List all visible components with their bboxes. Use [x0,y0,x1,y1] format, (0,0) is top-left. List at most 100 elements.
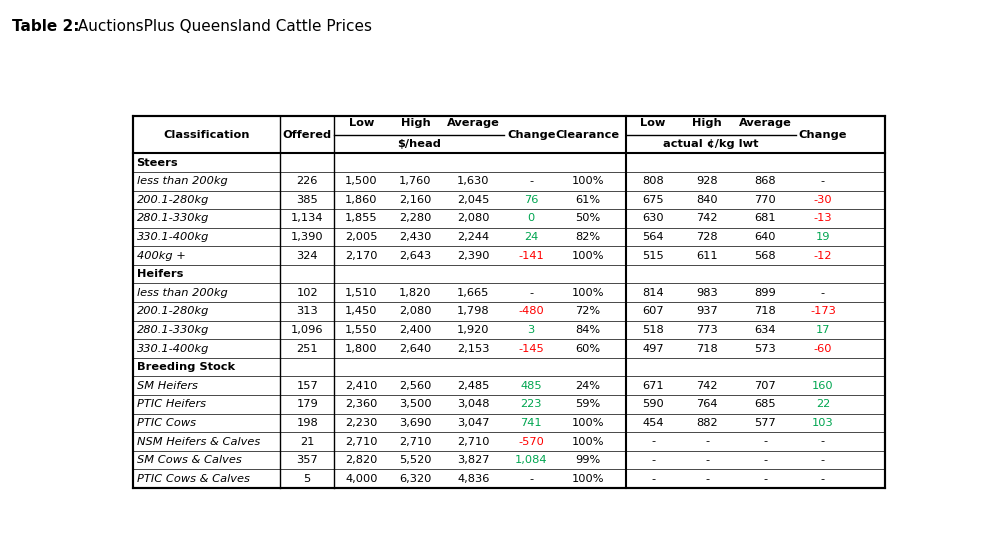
Text: 102: 102 [296,288,318,298]
Text: 160: 160 [812,381,834,391]
Text: 518: 518 [642,325,664,335]
Text: 324: 324 [296,251,318,261]
Text: 1,630: 1,630 [457,176,490,186]
Text: 2,360: 2,360 [345,399,378,409]
Text: -: - [705,437,710,447]
Text: 198: 198 [296,418,318,428]
Text: 630: 630 [642,213,664,223]
Text: 611: 611 [697,251,718,261]
Text: 223: 223 [521,399,542,409]
Text: -: - [821,437,825,447]
Text: 1,550: 1,550 [345,325,378,335]
Text: -: - [821,176,825,186]
Text: 100%: 100% [572,176,604,186]
Text: 568: 568 [754,251,776,261]
Text: 2,005: 2,005 [345,232,378,242]
Text: 100%: 100% [572,418,604,428]
Text: 200.1-280kg: 200.1-280kg [136,306,209,316]
Text: 1,860: 1,860 [345,195,378,205]
Text: 59%: 59% [575,399,600,409]
Text: 497: 497 [642,344,664,354]
Text: -: - [529,288,534,298]
Text: 707: 707 [754,381,776,391]
Text: 2,080: 2,080 [400,306,431,316]
Text: -: - [705,455,710,465]
Text: -: - [651,455,655,465]
Text: 6,320: 6,320 [400,473,431,483]
Text: 928: 928 [697,176,718,186]
Text: 2,160: 2,160 [400,195,431,205]
Text: -141: -141 [518,251,544,261]
Text: 100%: 100% [572,437,604,447]
Text: 1,798: 1,798 [457,306,490,316]
Text: NSM Heifers & Calves: NSM Heifers & Calves [136,437,259,447]
Text: SM Cows & Calves: SM Cows & Calves [136,455,242,465]
Text: Low: Low [349,118,374,128]
Text: 2,410: 2,410 [345,381,378,391]
Text: PTIC Cows: PTIC Cows [136,418,196,428]
Text: 2,710: 2,710 [345,437,378,447]
Text: 100%: 100% [572,251,604,261]
Text: 1,855: 1,855 [345,213,378,223]
Text: 103: 103 [812,418,834,428]
Text: 3,500: 3,500 [400,399,431,409]
Text: 2,640: 2,640 [400,344,431,354]
Text: Change: Change [799,130,847,140]
Text: 4,000: 4,000 [345,473,378,483]
Text: Average: Average [447,118,500,128]
Text: 50%: 50% [575,213,600,223]
Text: 60%: 60% [576,344,600,354]
Text: -12: -12 [814,251,832,261]
Text: Low: Low [640,118,666,128]
Text: 773: 773 [696,325,718,335]
Text: 741: 741 [521,418,542,428]
Text: 607: 607 [642,306,664,316]
Text: 573: 573 [754,344,776,354]
Text: 1,665: 1,665 [457,288,489,298]
Text: 770: 770 [754,195,776,205]
Text: 1,134: 1,134 [291,213,323,223]
Text: less than 200kg: less than 200kg [136,176,228,186]
Text: 280.1-330kg: 280.1-330kg [136,325,209,335]
Text: 2,710: 2,710 [400,437,431,447]
Text: 808: 808 [642,176,664,186]
Text: 76: 76 [524,195,539,205]
Text: 22: 22 [816,399,830,409]
Text: actual ¢/kg lwt: actual ¢/kg lwt [663,139,758,149]
Text: -: - [821,455,825,465]
Text: 2,643: 2,643 [400,251,431,261]
Text: PTIC Cows & Calves: PTIC Cows & Calves [136,473,249,483]
Text: Offered: Offered [282,130,332,140]
Text: 515: 515 [642,251,664,261]
Text: 640: 640 [754,232,775,242]
Text: 82%: 82% [576,232,600,242]
Text: 2,710: 2,710 [457,437,490,447]
Text: 5,520: 5,520 [400,455,431,465]
Text: 590: 590 [642,399,664,409]
Text: $/head: $/head [398,139,441,149]
Text: -: - [763,437,767,447]
Text: -30: -30 [814,195,832,205]
Text: 357: 357 [296,455,318,465]
Text: 2,820: 2,820 [345,455,378,465]
Text: AuctionsPlus Queensland Cattle Prices: AuctionsPlus Queensland Cattle Prices [73,19,372,35]
Text: 3,827: 3,827 [457,455,490,465]
Text: -: - [821,473,825,483]
Text: 5: 5 [303,473,311,483]
Text: 681: 681 [754,213,776,223]
Text: 685: 685 [754,399,776,409]
Text: 634: 634 [754,325,775,335]
Text: 2,230: 2,230 [345,418,378,428]
Text: 1,390: 1,390 [291,232,323,242]
Text: 2,280: 2,280 [400,213,431,223]
Text: -: - [529,176,534,186]
Text: Heifers: Heifers [136,269,183,279]
Text: 1,500: 1,500 [345,176,378,186]
Text: less than 200kg: less than 200kg [136,288,228,298]
Text: 313: 313 [296,306,318,316]
Text: -: - [529,473,534,483]
Text: -13: -13 [814,213,832,223]
Text: 226: 226 [296,176,318,186]
Text: 742: 742 [697,213,718,223]
Text: Average: Average [739,118,791,128]
